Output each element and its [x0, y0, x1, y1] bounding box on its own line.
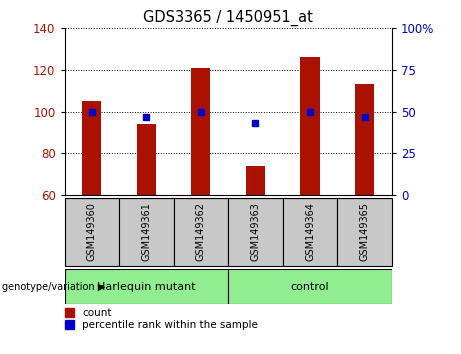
Bar	[65, 269, 228, 304]
Bar	[65, 198, 119, 266]
Bar	[228, 269, 392, 304]
Bar	[355, 85, 374, 195]
Text: GSM149360: GSM149360	[87, 202, 97, 261]
Bar	[301, 57, 319, 195]
Bar	[137, 124, 156, 195]
Bar	[174, 198, 228, 266]
Bar	[82, 101, 101, 195]
Text: Harlequin mutant: Harlequin mutant	[97, 282, 195, 292]
Text: control: control	[291, 282, 329, 292]
Bar	[119, 198, 174, 266]
Text: GSM149365: GSM149365	[360, 202, 370, 261]
Text: GSM149362: GSM149362	[196, 202, 206, 261]
Bar	[246, 166, 265, 195]
Bar	[191, 68, 211, 195]
Bar	[337, 198, 392, 266]
Bar	[228, 198, 283, 266]
Bar	[283, 198, 337, 266]
Text: GSM149363: GSM149363	[250, 202, 260, 261]
Text: genotype/variation ▶: genotype/variation ▶	[2, 282, 106, 292]
Text: GSM149364: GSM149364	[305, 202, 315, 261]
Title: GDS3365 / 1450951_at: GDS3365 / 1450951_at	[143, 9, 313, 25]
Legend: count, percentile rank within the sample: count, percentile rank within the sample	[65, 308, 258, 330]
Text: GSM149361: GSM149361	[142, 202, 151, 261]
